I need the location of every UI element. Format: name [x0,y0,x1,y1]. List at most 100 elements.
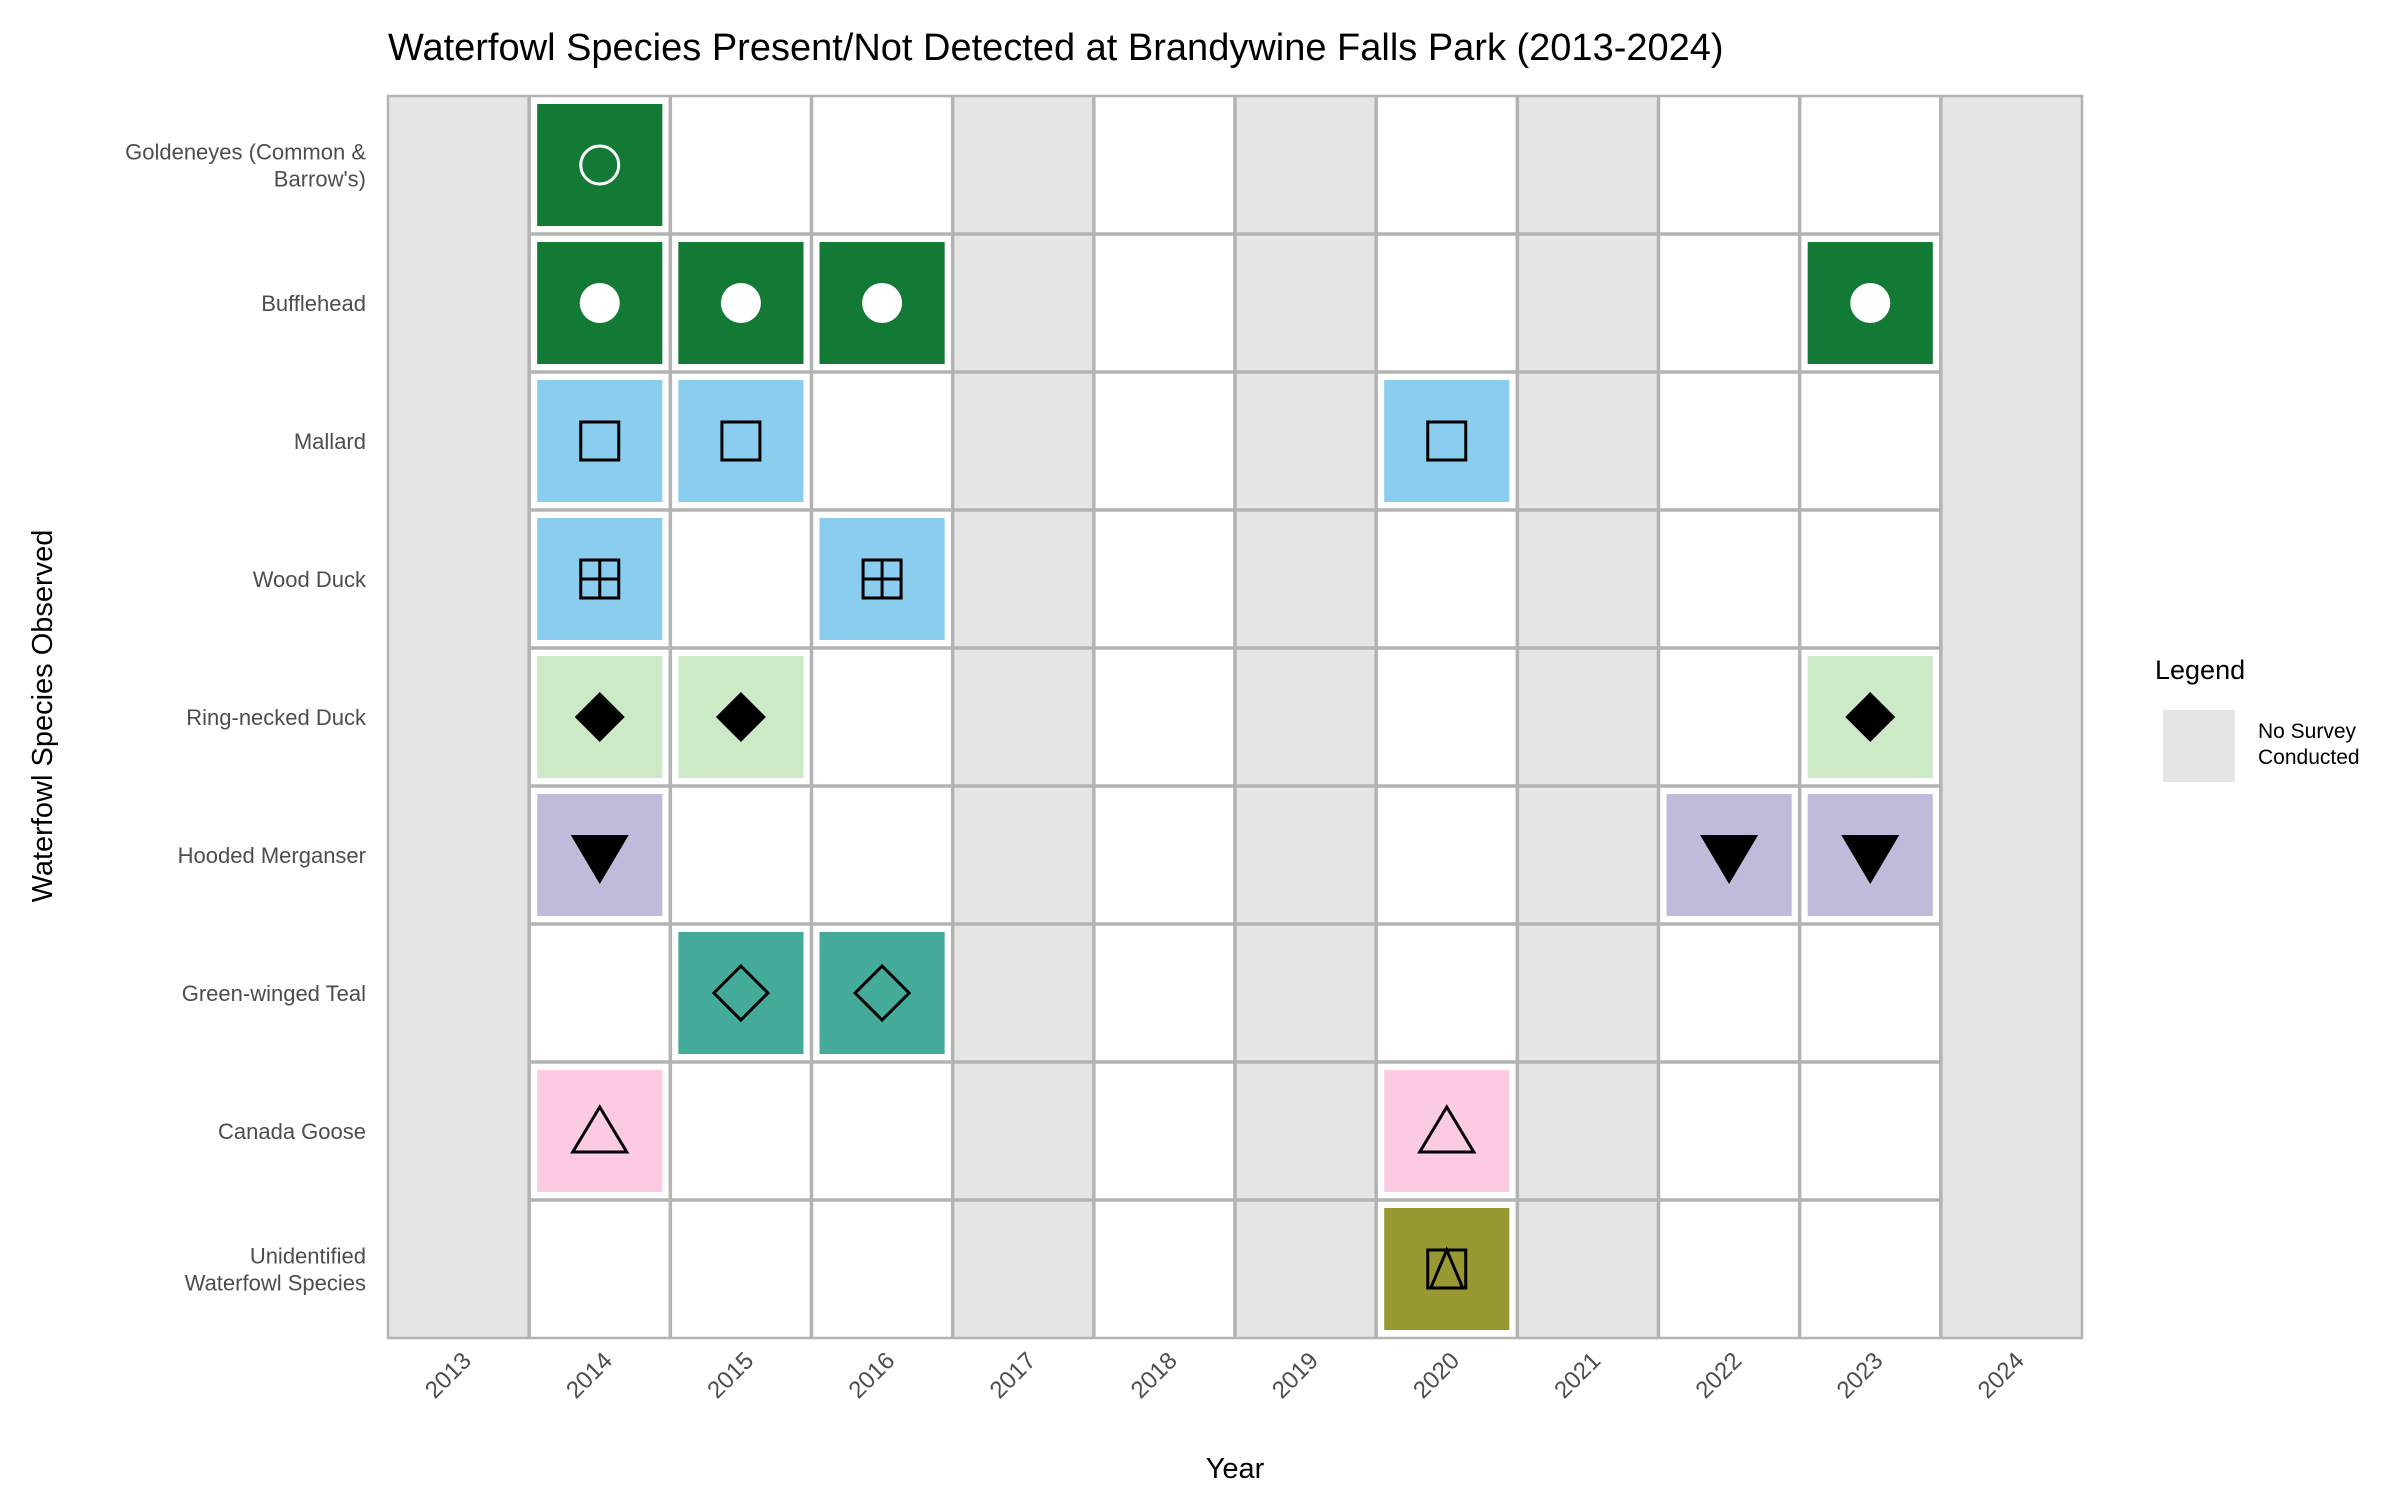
x-tick-label-2016: 2016 [843,1347,900,1404]
marker-square-open [1426,420,1468,462]
no-survey-column-2013 [388,96,530,1338]
y-tick-label: Green-winged Teal [182,981,366,1006]
x-tick-label-2023: 2023 [1832,1347,1889,1404]
presence-tiles [537,104,1933,1330]
legend-label-line: Conducted [2258,746,2360,769]
marker-triangle-open [570,1104,630,1154]
y-tick-label-line: Unidentified [250,1244,366,1269]
tile-fill [1384,1070,1510,1192]
y-tick-label-line: Hooded Merganser [178,843,366,868]
tile-goldeneyes-common-barrow-s-2014 [537,104,663,226]
y-tick-label: Hooded Merganser [178,843,366,868]
tile-wood-duck-2016 [819,518,945,640]
tile-bufflehead-2015 [678,242,804,364]
marker-triangle [1428,1246,1466,1290]
x-tick-label-2020: 2020 [1408,1347,1465,1404]
marker-diamond-filled [715,692,766,742]
tile-fill [678,932,804,1054]
tile-hooded-merganser-2022 [1666,794,1792,916]
tile-green-winged-teal-2015 [678,932,804,1054]
marker-triangle-down [1841,835,1900,884]
y-axis-ticks: Goldeneyes (Common & Barrow's) Bufflehead M… [125,140,367,1296]
y-tick-label: Ring-necked Duck [186,705,367,730]
legend-key [2163,710,2235,782]
panel-border [386,94,2084,1340]
y-tick-label: Canada Goose [218,1119,366,1144]
marker-triangle-open [1417,1104,1477,1154]
tile-mallard-2015 [678,380,804,502]
marker-triangle-down [570,835,629,884]
tile-fill [1384,1208,1510,1330]
plot-panel [386,94,2084,1340]
y-tick-label-line: Waterfowl Species [185,1271,366,1296]
marker-circle-open [579,144,621,186]
tile-mallard-2014 [537,380,663,502]
no-survey-column-2019 [1235,96,1377,1338]
x-axis-title: Year [1206,1453,1265,1485]
marker-diamond-open [711,963,771,1023]
y-tick-label-line: Wood Duck [253,567,367,592]
y-axis-title: Waterfowl Species Observed [27,530,59,903]
y-tick-label-line: Barrow's) [274,167,366,192]
legend: Legend No Survey Conducted [2155,655,2360,782]
y-tick-label-line: Ring-necked Duck [186,705,367,730]
tile-bufflehead-2023 [1807,242,1933,364]
x-tick-label-2014: 2014 [561,1347,618,1404]
x-tick-label-2015: 2015 [702,1347,759,1404]
tile-bufflehead-2014 [537,242,663,364]
x-axis-ticks: 2013 2014 2015 2016 2017 2018 2019 2020 2021 2022… [420,1347,2030,1404]
tile-fill [537,1070,663,1192]
marker-square-open [720,420,762,462]
marker-circle-filled [579,283,620,323]
tile-fill [537,380,663,502]
tile-ring-necked-duck-2015 [678,656,804,778]
tile-canada-goose-2020 [1384,1070,1510,1192]
tile-bufflehead-2016 [819,242,945,364]
y-tick-label: Goldeneyes (Common & Barrow's) [125,140,366,192]
x-tick-label-2021: 2021 [1549,1347,1606,1404]
tile-canada-goose-2014 [537,1070,663,1192]
tile-ring-necked-duck-2014 [537,656,663,778]
grid-lines [527,96,1943,1338]
tile-fill [819,932,945,1054]
y-tick-label-line: Canada Goose [218,1119,366,1144]
y-tick-label: Mallard [294,429,366,454]
y-tick-label: Unidentified Waterfowl Species [185,1244,366,1296]
tile-ring-necked-duck-2023 [1807,656,1933,778]
marker-square-open [579,420,621,462]
x-tick-label-2022: 2022 [1690,1347,1747,1404]
legend-label: No Survey Conducted [2258,720,2360,769]
marker-triangle-down [1700,835,1759,884]
tile-fill [678,380,804,502]
marker-diamond-filled [574,692,625,742]
y-tick-label-line: Bufflehead [261,291,366,316]
x-tick-label-2013: 2013 [420,1347,477,1404]
y-tick-label-line: Mallard [294,429,366,454]
tile-wood-duck-2014 [537,518,663,640]
marker-diamond-filled [1845,692,1896,742]
marker-circle-filled [862,283,903,323]
tile-fill [537,104,663,226]
chart-title: Waterfowl Species Present/Not Detected a… [388,27,1724,69]
tile-mallard-2020 [1384,380,1510,502]
x-tick-label-2018: 2018 [1126,1347,1183,1404]
no-survey-column-2024 [1940,96,2082,1338]
y-tick-label: Wood Duck [253,567,367,592]
y-tick-label-line: Goldeneyes (Common & [125,140,366,165]
tile-hooded-merganser-2023 [1807,794,1933,916]
y-tick-label-line: Green-winged Teal [182,981,366,1006]
no-survey-column-2017 [952,96,1094,1338]
tile-hooded-merganser-2014 [537,794,663,916]
tile-unidentified-waterfowl-species-2020 [1384,1208,1510,1330]
y-tick-label: Bufflehead [261,291,366,316]
x-tick-label-2024: 2024 [1973,1347,2030,1404]
no-survey-column-2021 [1517,96,1659,1338]
legend-label-line: No Survey [2258,720,2357,743]
marker-diamond-open [852,963,912,1023]
x-tick-label-2017: 2017 [985,1347,1042,1404]
legend-title: Legend [2155,655,2245,685]
x-tick-label-2019: 2019 [1267,1347,1324,1404]
tile-green-winged-teal-2016 [819,932,945,1054]
tile-fill [1384,380,1510,502]
